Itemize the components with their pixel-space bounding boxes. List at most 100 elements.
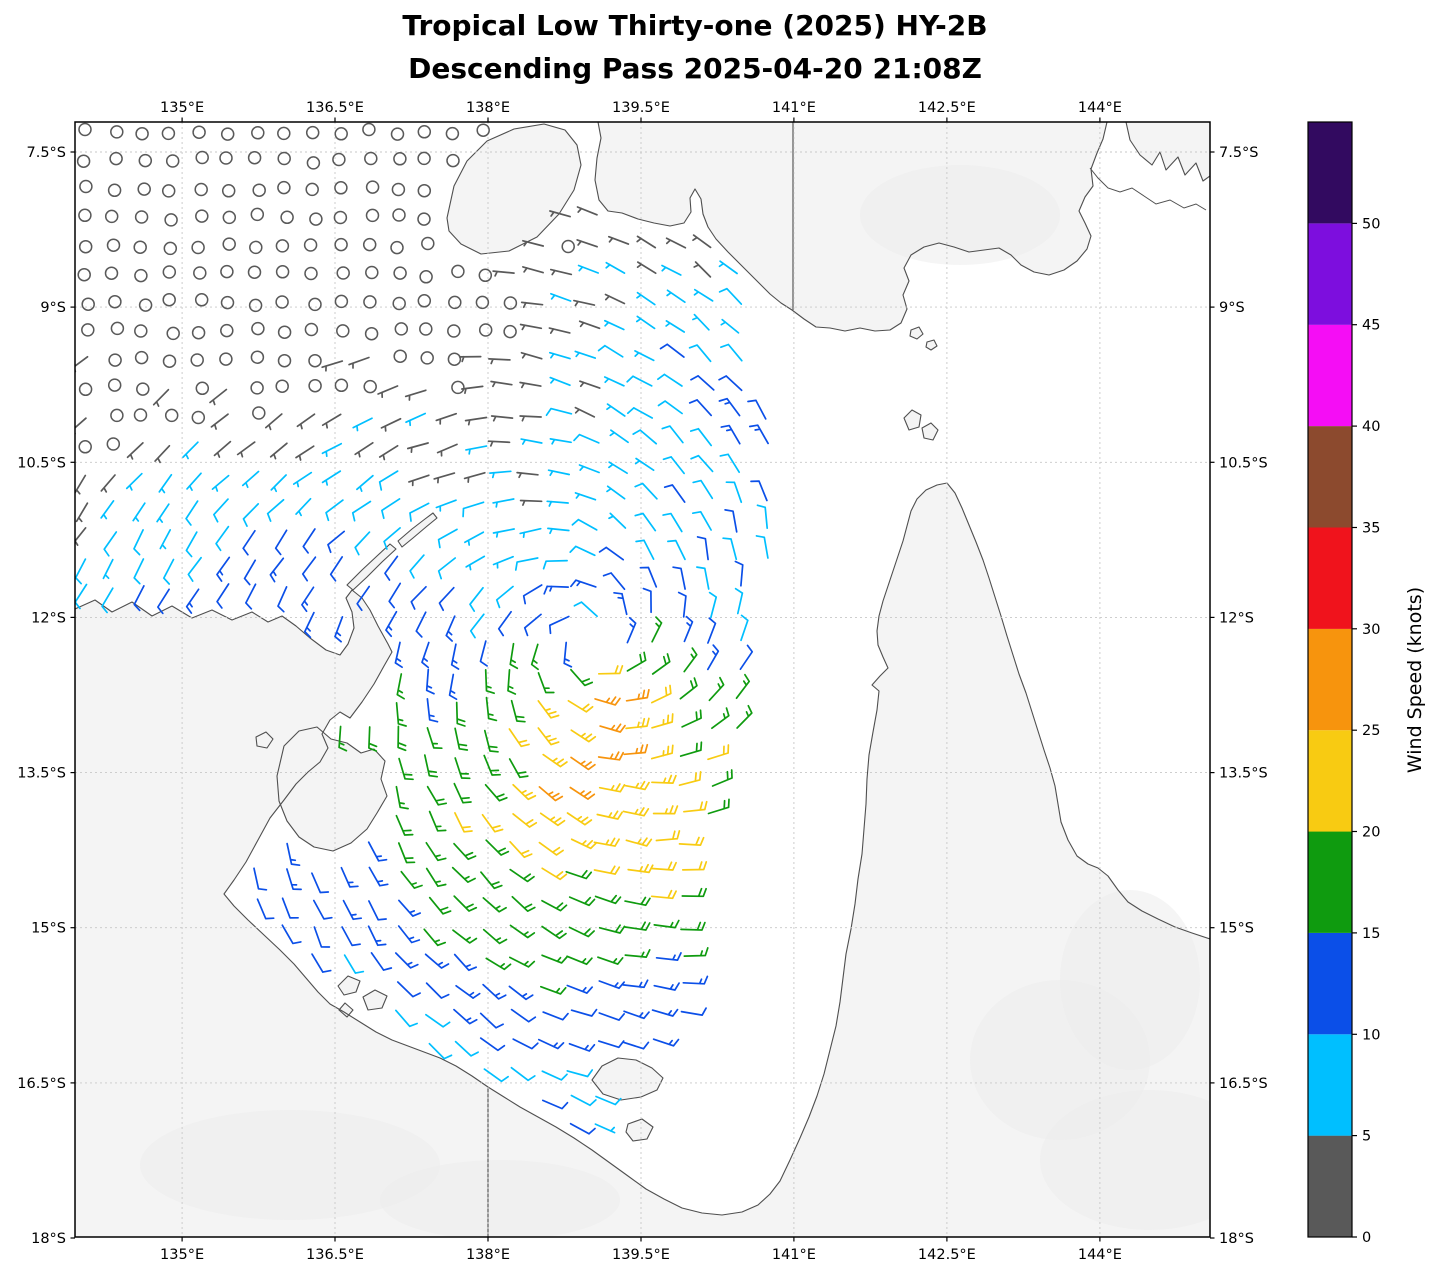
calm-wind-circle [419,322,433,336]
calm-wind-circle [421,236,435,251]
wind-barb [321,470,342,486]
lon-tick-label-top: 141°E [772,100,816,116]
wind-barb [340,866,359,888]
coastline-torres-strait-island-2 [921,422,939,441]
terrain-shading [1060,890,1200,1070]
calm-wind-circle [277,353,292,368]
wind-barb [451,866,476,883]
coastline-australia [75,482,1210,1237]
wind-barb [568,1042,596,1052]
wind-barb [563,641,573,668]
calm-wind-circle [220,323,234,338]
calm-wind-circle [392,208,406,222]
wind-barb [368,900,387,921]
wind-barb [343,954,365,974]
wind-barb [338,725,348,752]
wind-barb [573,299,596,307]
coastline-layer [75,122,1210,1237]
calm-wind-circle [135,126,149,141]
wind-barb [356,585,371,612]
wind-barb [216,556,231,582]
calm-wind-circle [393,349,407,363]
lat-tick-label-left: 10.5°S [17,455,66,471]
colorbar-tick-label: 30 [1362,622,1380,638]
river-png-river [1089,167,1207,211]
wind-barb [734,560,744,587]
wind-barb [75,558,87,585]
calm-wind-circle [138,153,153,168]
wind-barb [541,1099,569,1110]
wind-barb [688,344,712,363]
wind-barb [154,444,171,464]
wind-barb [545,407,573,417]
wind-barb [296,413,316,430]
coastline-wessel-islands-1 [346,543,397,591]
wind-barb [666,289,686,304]
calm-wind-circle [451,264,465,279]
wind-barb [492,270,515,277]
wind-barb [576,206,598,216]
wind-barb [488,358,511,365]
calm-wind-circle [334,294,349,309]
wind-barb [395,785,409,810]
wind-barb [652,805,679,815]
wind-barb [325,499,344,522]
colorbar-tick-label: 20 [1362,825,1380,841]
wind-barb [354,441,374,458]
calm-wind-circle [107,183,122,198]
calm-wind-circle [447,324,461,338]
wind-barb [708,676,725,702]
calm-wind-circle [81,323,95,337]
wind-barb [624,896,651,907]
lon-tick-label-top: 138°E [466,100,510,116]
wind-barb [689,427,713,447]
calm-wind-circle [251,321,265,336]
wind-barb [665,320,686,333]
coastline-bentinck-island [625,1118,654,1142]
wind-barb [740,614,749,642]
wind-barb [659,343,685,358]
wind-barb [688,399,713,417]
wind-barb [626,407,654,419]
wind-barb [368,866,389,887]
landmass-torres-strait-island-2 [922,423,938,440]
wind-barb [541,1070,568,1081]
calm-wind-circle [78,440,92,454]
wind-barb [426,727,443,750]
calm-wind-circle [161,126,176,141]
wind-barb [706,644,720,671]
wind-barb [512,1038,539,1050]
wind-barb [598,783,626,793]
wind-barb [396,673,405,700]
wind-barb [426,698,439,723]
calm-wind-circle [334,181,348,195]
lat-tick-label-right: 15°S [1219,921,1254,937]
calm-wind-circle [394,322,409,336]
calm-wind-circle [248,298,263,313]
wind-barb [530,643,539,671]
wind-barb [269,557,285,583]
calm-wind-circle [137,182,151,196]
wind-barb [537,1038,565,1050]
colorbar-frame [1307,121,1353,1238]
wind-barb [541,954,568,964]
lon-tick-label-bottom: 136.5°E [306,1247,364,1263]
wind-barb [519,499,543,506]
wind-barb [415,611,427,638]
calm-wind-circle [362,122,376,137]
wind-barb [541,899,568,912]
wind-barb [464,416,488,426]
wind-barb [367,841,388,862]
wind-barb [651,774,677,784]
wind-barb [681,861,708,871]
wind-barb [383,527,401,550]
calm-wind-circle [222,210,237,225]
wind-barb [520,438,543,445]
wind-barb [242,503,260,527]
wind-barb [661,264,682,276]
calm-wind-circle [250,207,265,222]
wind-barb [75,583,88,610]
wind-barb [423,928,447,947]
wind-barb [626,375,653,387]
